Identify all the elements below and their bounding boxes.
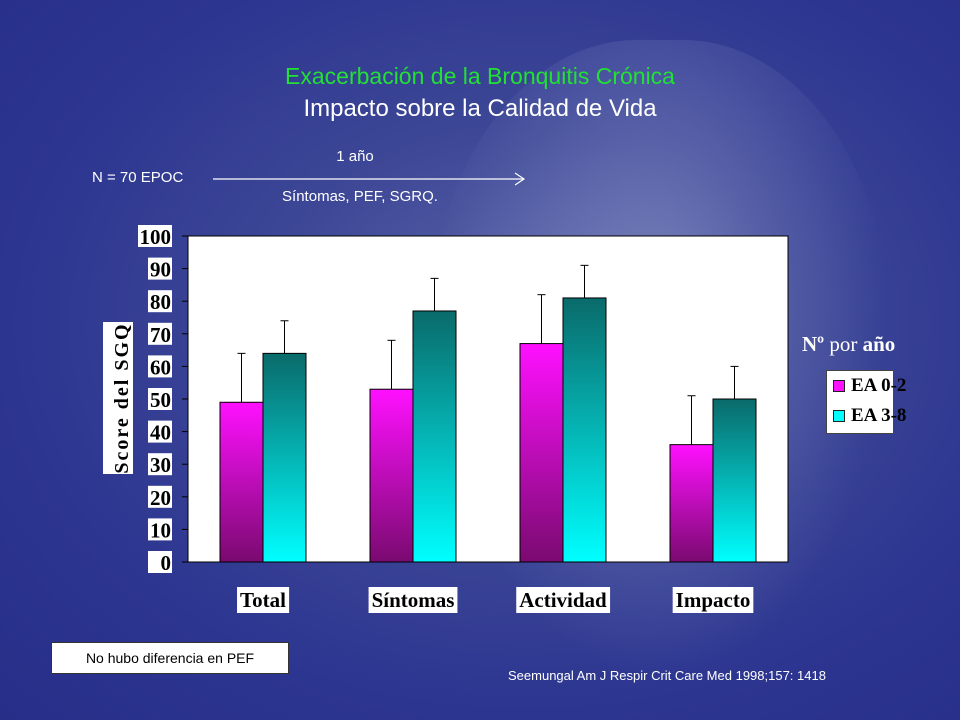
x-tick-label: Síntomas xyxy=(372,588,455,612)
legend-swatch-series1 xyxy=(833,380,845,392)
bar-series2 xyxy=(412,310,457,563)
flow-duration-label: 1 año xyxy=(336,148,374,165)
flow-measures-label: Síntomas, PEF, SGRQ. xyxy=(282,188,438,205)
y-tick-label: 30 xyxy=(150,453,171,477)
y-tick-label: 50 xyxy=(150,388,171,412)
bar-series1 xyxy=(519,343,564,563)
x-tick-label-bg xyxy=(237,587,290,613)
y-tick-label-bg xyxy=(148,257,172,280)
legend-item-series2: EA 3-8 xyxy=(833,405,906,427)
legend: EA 0-2 EA 3-8 xyxy=(826,370,906,434)
bar-series1 xyxy=(219,401,264,563)
y-tick-label: 40 xyxy=(150,421,171,445)
legend-title: Nº por año xyxy=(802,332,896,356)
y-tick-label-bg xyxy=(148,518,172,541)
y-tick-label: 10 xyxy=(150,518,171,542)
y-tick-label-bg xyxy=(148,290,172,313)
y-tick-label-bg xyxy=(148,420,172,443)
x-tick-label: Impacto xyxy=(676,588,751,612)
legend-label-series1: EA 0-2 xyxy=(851,375,907,396)
significance-marker: * xyxy=(741,366,756,399)
y-tick-label: 90 xyxy=(150,258,171,282)
y-tick-label: 80 xyxy=(150,290,171,314)
y-tick-label-bg xyxy=(138,225,172,247)
y-tick-label-bg xyxy=(148,322,172,345)
y-tick-label-bg xyxy=(148,453,172,476)
x-tick-label-bg xyxy=(672,587,754,613)
y-tick-label-bg xyxy=(148,388,172,410)
y-tick-label-bg xyxy=(148,485,172,508)
x-tick-label: Total xyxy=(240,588,286,612)
flow-start-label: N = 70 EPOC xyxy=(92,169,184,186)
y-tick-label: 100 xyxy=(140,225,172,249)
y-tick-label-bg xyxy=(148,355,172,378)
x-tick-label: Actividad xyxy=(519,588,607,612)
y-tick-label: 60 xyxy=(150,355,171,379)
significance-marker: * xyxy=(441,278,456,311)
flow-arrow-icon xyxy=(213,172,526,186)
note-box: No hubo diferencia en PEF xyxy=(51,642,289,674)
y-tick-label-bg xyxy=(148,551,172,573)
bar-series2 xyxy=(562,297,607,563)
citation: Seemungal Am J Respir Crit Care Med 1998… xyxy=(508,668,826,683)
slide-subtitle: Impacto sobre la Calidad de Vida xyxy=(303,95,657,122)
bar-series1 xyxy=(669,444,714,563)
y-tick-label: 70 xyxy=(150,323,171,347)
bar-series2 xyxy=(712,398,757,563)
legend-item-series1: EA 0-2 xyxy=(833,375,906,397)
y-axis-label: Score del SGQ xyxy=(111,322,133,473)
x-tick-label-bg xyxy=(368,587,458,613)
bar-series2 xyxy=(262,352,307,563)
y-axis-label-bg xyxy=(103,322,133,474)
bar-series1 xyxy=(369,388,414,563)
legend-label-series2: EA 3-8 xyxy=(851,405,907,426)
legend-swatch-series2 xyxy=(833,410,845,422)
x-tick-label-bg xyxy=(516,587,611,613)
y-tick-label: 20 xyxy=(150,486,171,510)
y-tick-label: 0 xyxy=(161,551,172,575)
significance-marker: * xyxy=(591,265,606,298)
slide-title: Exacerbación de la Bronquitis Crónica xyxy=(285,63,675,89)
significance-marker: * xyxy=(291,321,306,354)
